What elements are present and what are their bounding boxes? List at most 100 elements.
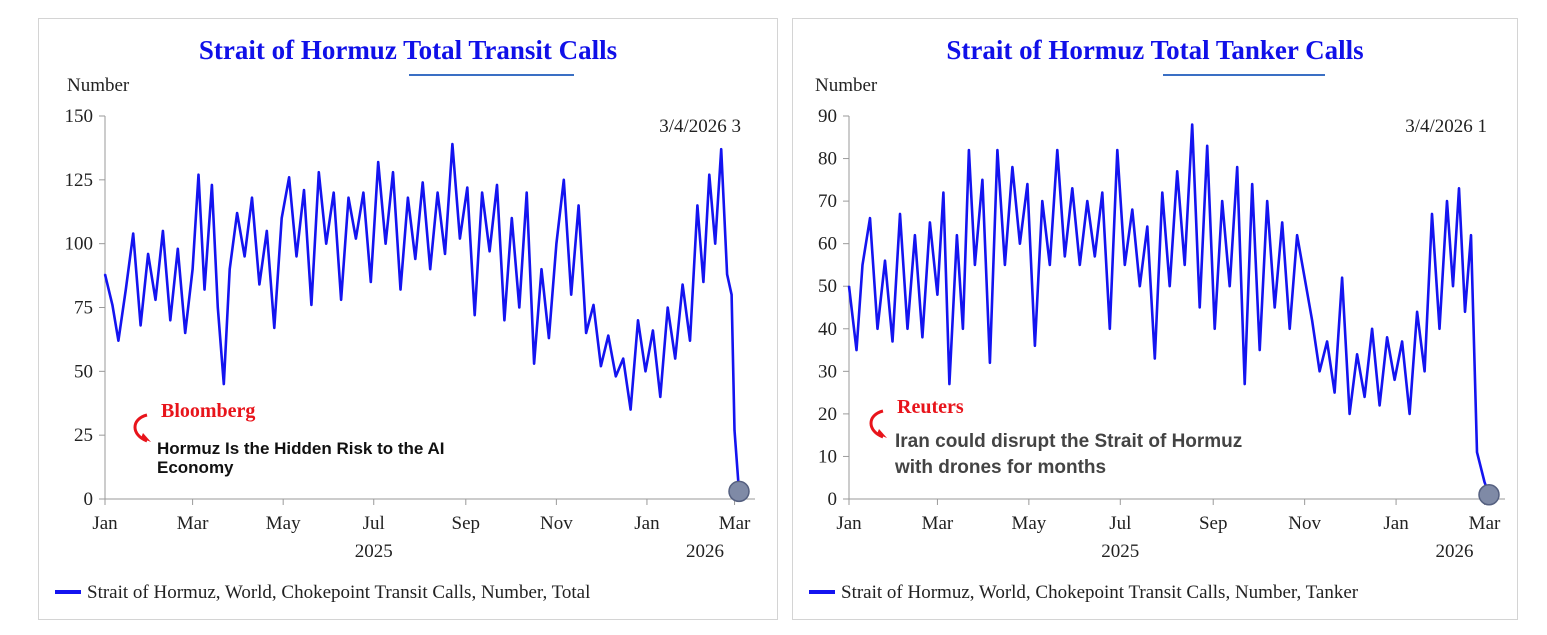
data-point — [384, 242, 387, 245]
data-point — [203, 288, 206, 291]
title-part: Calls — [551, 35, 618, 65]
data-point — [1296, 234, 1298, 236]
data-point — [407, 196, 409, 199]
legend-label: Strait of Hormuz, World, Chokepoint Tran… — [87, 582, 591, 603]
y-tick-label: 90 — [818, 106, 837, 127]
data-point — [981, 179, 984, 181]
data-point — [1303, 276, 1306, 279]
data-point — [1464, 310, 1466, 313]
data-point — [318, 171, 320, 173]
data-point — [1386, 336, 1388, 339]
data-point — [1198, 306, 1201, 309]
data-point — [496, 184, 498, 186]
data-point — [1026, 183, 1029, 185]
x-tick-label: Jan — [1383, 513, 1409, 534]
data-point — [1452, 285, 1454, 288]
data-point — [629, 408, 632, 411]
data-point — [1101, 191, 1104, 194]
data-point — [1378, 404, 1381, 407]
data-point — [1288, 327, 1291, 330]
data-point — [1266, 200, 1268, 202]
y-tick-label: 150 — [65, 106, 94, 127]
y-tick-label: 50 — [818, 276, 837, 297]
year-label: 2026 — [686, 541, 724, 562]
data-point — [696, 204, 699, 207]
title-part: Strait of Hormuz — [946, 35, 1151, 65]
data-point — [533, 362, 535, 365]
y-tick-label: 70 — [818, 191, 837, 212]
last-value-label: 3/4/2026 1 — [1405, 116, 1487, 137]
data-point — [1079, 264, 1081, 266]
y-tick-label: 50 — [74, 361, 93, 382]
data-point — [169, 319, 172, 322]
data-point — [1213, 327, 1216, 330]
data-point — [914, 234, 916, 236]
data-point — [1146, 225, 1149, 228]
data-point — [518, 306, 521, 309]
data-point — [1311, 319, 1313, 322]
data-point — [726, 273, 728, 276]
data-point — [884, 259, 886, 262]
data-point — [332, 191, 335, 194]
year-label: 2026 — [1436, 541, 1474, 562]
data-point — [295, 255, 298, 258]
x-tick-label: Mar — [1469, 513, 1501, 534]
data-point — [310, 304, 313, 306]
data-point — [1258, 349, 1261, 351]
data-point — [451, 143, 454, 145]
data-point — [1348, 413, 1351, 415]
data-point — [1041, 200, 1044, 202]
data-point — [562, 179, 565, 181]
title-part-emphasis: Total Tanker — [1150, 35, 1299, 65]
data-point — [414, 258, 417, 260]
data-point — [855, 349, 858, 351]
data-point — [355, 237, 357, 240]
annotation-headline: Iran could disrupt the Strait of Hormuz … — [895, 429, 1242, 481]
data-point — [473, 314, 476, 316]
data-point — [1183, 264, 1186, 266]
data-point — [503, 319, 506, 322]
data-point — [929, 221, 931, 224]
data-point — [659, 396, 662, 398]
data-point — [280, 217, 283, 219]
data-point — [652, 329, 654, 332]
data-point — [1071, 187, 1074, 190]
data-point — [303, 189, 305, 191]
y-tick-label: 60 — [818, 234, 837, 255]
data-point — [1228, 285, 1231, 288]
data-point — [1326, 340, 1328, 343]
data-point — [720, 148, 722, 150]
data-point — [1401, 340, 1403, 343]
data-point — [1161, 191, 1164, 194]
data-point — [974, 264, 976, 266]
data-point — [1221, 200, 1224, 202]
data-point — [124, 288, 127, 291]
line-chart-tanker: 0 10 20 30 40 50 60 70 80 90 Jan Mar May Jul Sep Nov Jan… — [818, 74, 1505, 562]
series-line — [103, 142, 741, 492]
data-point — [1004, 264, 1006, 266]
data-point — [429, 268, 431, 270]
last-value-marker — [1478, 483, 1500, 506]
data-point — [1476, 451, 1478, 453]
x-tick-label: Jul — [1109, 513, 1131, 534]
curved-arrow-icon — [869, 409, 887, 439]
data-point — [577, 204, 580, 207]
data-point — [1341, 276, 1343, 279]
data-point — [1236, 166, 1238, 168]
data-point — [1363, 396, 1366, 398]
data-point — [258, 283, 261, 286]
data-point — [1483, 481, 1486, 483]
annotation-source: Bloomberg — [161, 400, 256, 422]
data-point — [989, 362, 991, 364]
data-point — [1191, 123, 1194, 126]
data-point — [111, 304, 114, 306]
data-point — [377, 161, 379, 163]
data-point — [243, 255, 246, 258]
data-point — [1131, 208, 1134, 211]
y-tick-label: 30 — [818, 361, 837, 382]
data-point — [1056, 149, 1059, 151]
data-point — [488, 250, 491, 253]
data-point — [948, 383, 951, 385]
data-point — [1011, 166, 1014, 168]
x-tick-label: Nov — [540, 513, 573, 534]
